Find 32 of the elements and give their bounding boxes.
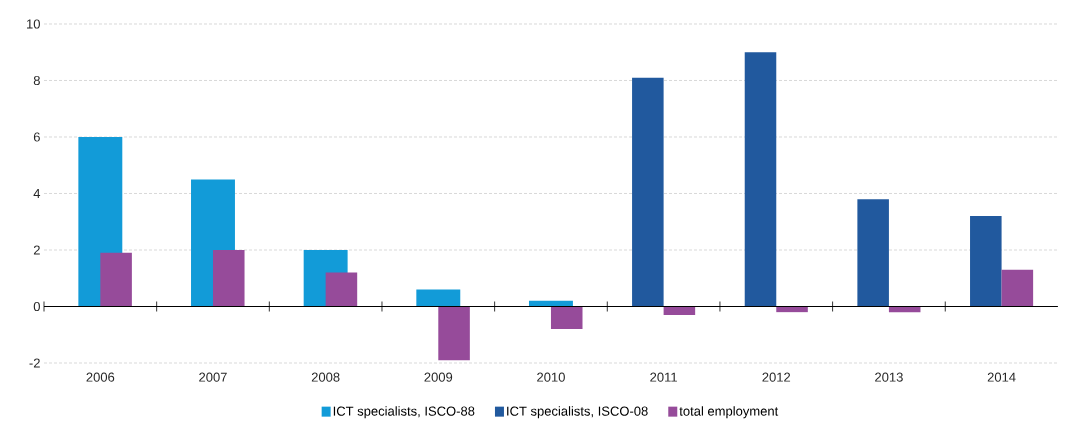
bar (744, 52, 777, 307)
bar (1001, 269, 1034, 307)
legend-label: total employment (679, 406, 779, 419)
x-tick-label: 2012 (762, 372, 791, 382)
bar (550, 306, 583, 330)
x-tick-label: 2006 (86, 372, 115, 382)
bar (970, 216, 1002, 307)
bar (438, 306, 470, 361)
bar (857, 199, 889, 307)
y-tick-label: 0 (33, 301, 40, 312)
x-tick-label: 2009 (424, 372, 453, 382)
x-tick-label: 2008 (311, 372, 340, 382)
y-tick-label: 2 (33, 245, 40, 255)
y-tick-label: 4 (33, 189, 41, 198)
bar (212, 250, 245, 307)
bar (776, 306, 808, 313)
bar (325, 272, 358, 307)
y-tick-label: 8 (33, 75, 40, 86)
x-tick-label: 2013 (875, 372, 903, 382)
legend-label: ICT specialists, ISCO-08 (507, 406, 648, 419)
legend-label: ICT specialists, ISCO-88 (333, 406, 475, 419)
bar (632, 77, 664, 307)
x-tick-label: 2014 (987, 372, 1016, 382)
y-tick-label: 10 (27, 19, 40, 29)
bar (663, 306, 696, 315)
y-tick-label: 6 (33, 132, 40, 142)
y-tick-label: -2 (29, 358, 40, 368)
bar (100, 252, 132, 307)
bar (416, 289, 461, 307)
x-tick-label: 2010 (537, 372, 565, 382)
x-tick-label: 2007 (199, 372, 227, 382)
x-tick-label: 2011 (650, 372, 677, 382)
